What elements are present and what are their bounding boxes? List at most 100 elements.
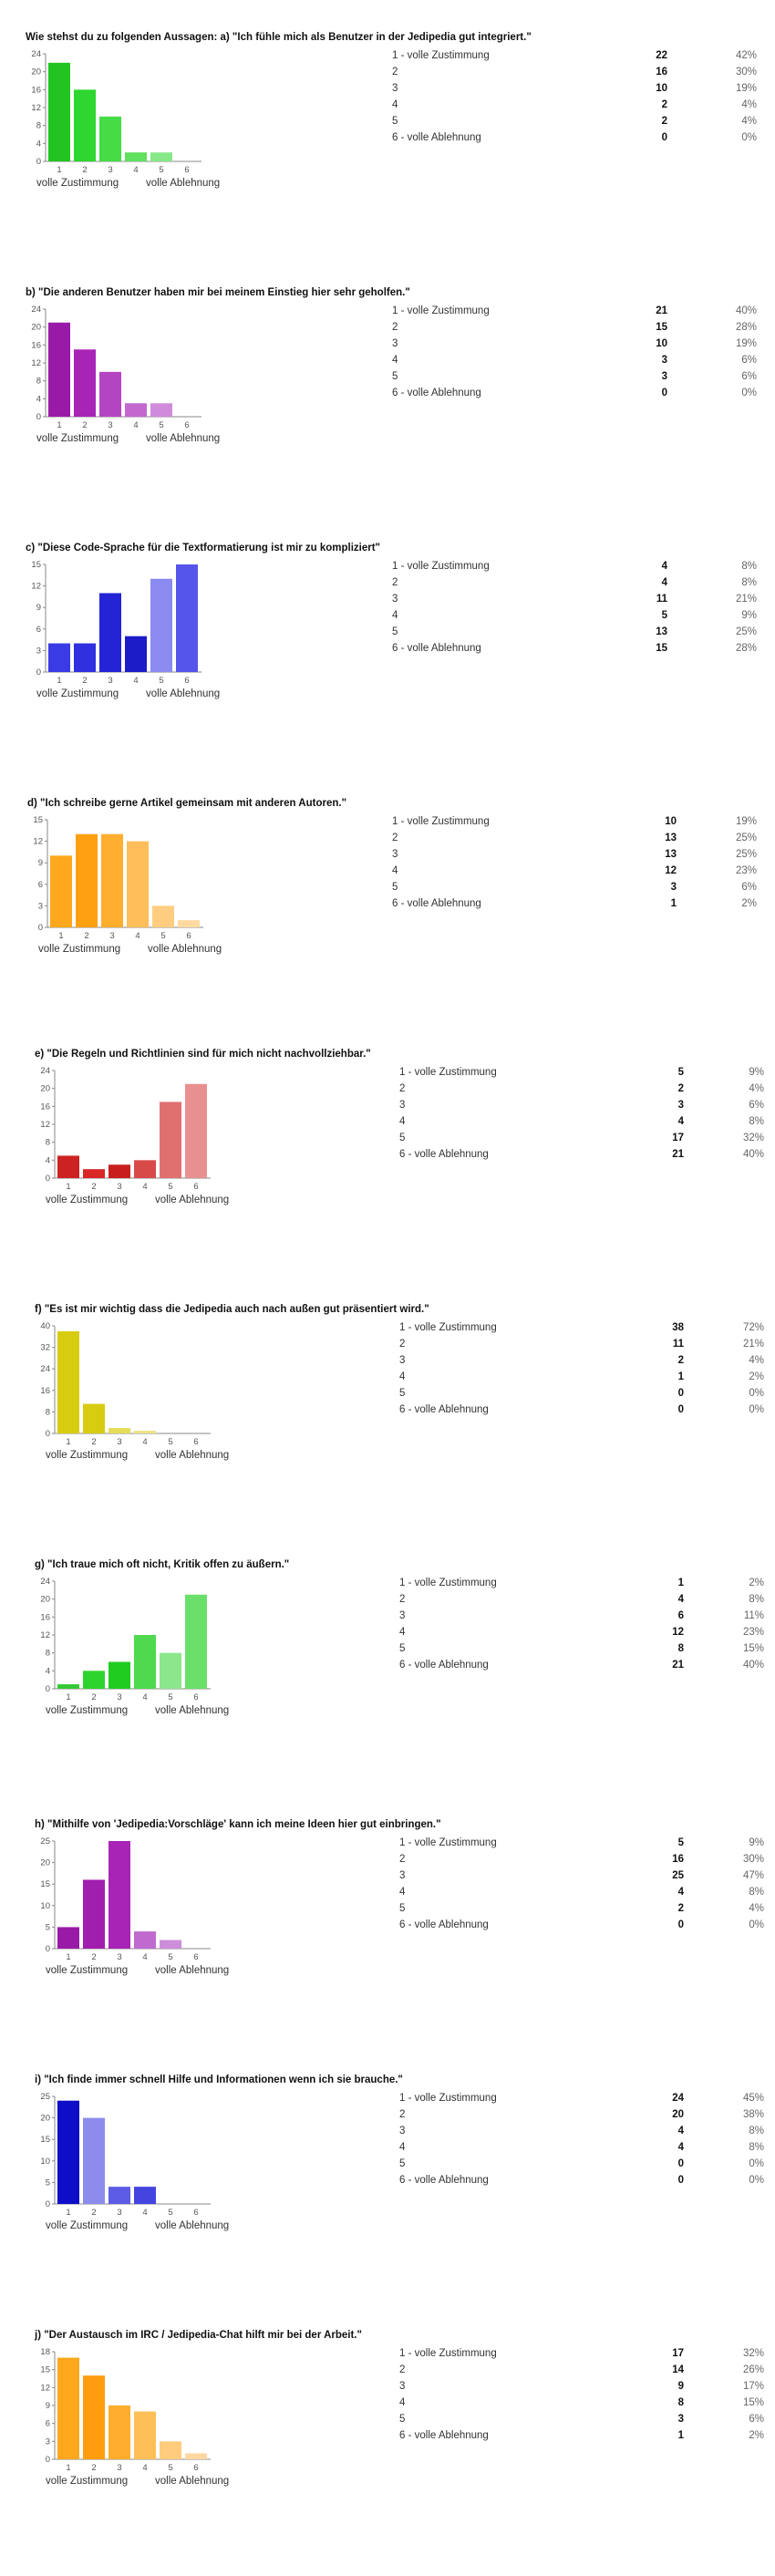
stats-row-label: 1 - volle Zustimmung [392, 50, 490, 61]
stats-row-count: 3 [661, 371, 667, 382]
stats-row-label: 3 [399, 1355, 406, 1366]
stats-row-count: 12 [672, 1627, 684, 1638]
x-tick-label: 1 [66, 1952, 70, 1962]
y-tick-label: 16 [31, 340, 41, 350]
y-tick-label: 15 [33, 815, 43, 825]
stats-row: 5 0 0% [399, 1388, 764, 1402]
stats-row: 1 - volle Zustimmung 5 9% [399, 1837, 764, 1852]
stats-row: 5 17 32% [399, 1133, 764, 1147]
stats-row-label: 2 [399, 1854, 406, 1865]
y-tick-label: 0 [36, 667, 41, 678]
stats-row-percent: 25% [735, 849, 757, 860]
question-block: d) "Ich schreibe gerne Artikel gemeinsam… [0, 798, 775, 1044]
stats-row-label: 2 [399, 2364, 406, 2375]
stats-row-label: 5 [392, 371, 398, 382]
bar-2 [74, 349, 96, 417]
bar-3 [108, 1841, 130, 1949]
stats-row-percent: 0% [741, 132, 757, 143]
y-tick-label: 9 [46, 2401, 50, 2411]
stats-row-count: 0 [677, 1404, 684, 1415]
bar-1 [57, 1330, 79, 1433]
stats-row-percent: 30% [742, 1854, 764, 1865]
stats-row-label: 3 [399, 1870, 406, 1881]
y-tick-label: 10 [40, 2157, 50, 2167]
question-block: j) "Der Austausch im IRC / Jedipedia-Cha… [0, 2330, 775, 2576]
stats-row: 1 - volle Zustimmung 24 45% [399, 2093, 764, 2107]
stats-row-label: 1 - volle Zustimmung [399, 2093, 497, 2104]
stats-row: 2 15 28% [392, 322, 757, 336]
stats-row-count: 14 [672, 2364, 684, 2375]
axis-right-label: volle Ablehnung [146, 178, 221, 189]
stats-row-count: 5 [677, 1837, 684, 1848]
stats-row-count: 16 [656, 67, 667, 78]
stats-row-label: 3 [392, 849, 398, 860]
bar-4 [134, 2411, 156, 2459]
stats-row-percent: 8% [741, 577, 757, 588]
stats-row-percent: 9% [741, 610, 757, 621]
stats-row: 4 4 8% [399, 1116, 764, 1131]
stats-row-label: 5 [399, 1388, 406, 1399]
stats-row-count: 3 [670, 882, 677, 893]
stats-row-count: 11 [672, 1339, 684, 1350]
y-tick-label: 12 [40, 2383, 50, 2393]
stats-row: 5 8 15% [399, 1643, 764, 1658]
stats-row-count: 2 [677, 1083, 684, 1094]
bar-6 [176, 564, 198, 672]
stats-row-label: 5 [399, 2414, 406, 2425]
stats-row-count: 22 [656, 50, 667, 61]
y-tick-label: 0 [46, 1429, 50, 1439]
axis-left-label: volle Zustimmung [46, 1450, 129, 1461]
axis-left-label: volle Zustimmung [36, 433, 119, 444]
x-tick-label: 4 [142, 1952, 147, 1962]
stats-row-percent: 4% [741, 116, 757, 127]
bar-1 [57, 1927, 79, 1949]
stats-row-label: 6 - volle Ablehnung [399, 2430, 489, 2441]
stats-row: 1 - volle Zustimmung 22 42% [392, 50, 757, 65]
y-tick-label: 12 [31, 103, 41, 113]
stats-row-label: 4 [392, 99, 398, 110]
stats-row-percent: 72% [742, 1322, 764, 1333]
stats-row-percent: 9% [749, 1837, 764, 1848]
bar-2 [83, 2117, 105, 2204]
axis-left-label: volle Zustimmung [46, 2220, 129, 2231]
y-tick-label: 0 [46, 2455, 50, 2465]
x-tick-label: 4 [142, 1437, 147, 1447]
stats-row-percent: 8% [749, 2126, 764, 2136]
y-tick-label: 15 [40, 2135, 50, 2145]
y-tick-label: 12 [31, 582, 41, 592]
stats-row-label: 1 - volle Zustimmung [392, 816, 490, 827]
bar-5 [160, 2441, 181, 2459]
stats-row: 2 20 38% [399, 2109, 764, 2124]
stats-row: 3 10 19% [392, 83, 757, 98]
stats-row-percent: 0% [749, 1404, 764, 1415]
bar-6 [185, 1594, 207, 1689]
stats-row: 1 - volle Zustimmung 5 9% [399, 1067, 764, 1081]
stats-row-label: 5 [399, 1133, 406, 1143]
y-tick-label: 20 [40, 1084, 50, 1094]
stats-row-count: 0 [661, 388, 667, 398]
x-tick-label: 5 [168, 2463, 172, 2473]
stats-row-label: 6 - volle Ablehnung [399, 1149, 489, 1160]
x-tick-label: 6 [193, 1437, 198, 1447]
stats-row-count: 21 [656, 305, 667, 316]
stats-row: 1 - volle Zustimmung 38 72% [399, 1322, 764, 1337]
stats-row-label: 5 [399, 1903, 406, 1914]
bar-2 [83, 1169, 105, 1178]
axis-right-label: volle Ablehnung [155, 2476, 230, 2487]
bar-3 [108, 1164, 130, 1178]
stats-row: 3 4 8% [399, 2126, 764, 2140]
x-tick-label: 4 [142, 1692, 147, 1702]
bar-3 [108, 1661, 130, 1689]
stats-row: 1 - volle Zustimmung 1 2% [399, 1578, 764, 1592]
x-tick-label: 4 [135, 931, 140, 941]
stats-row: 6 - volle Ablehnung 1 2% [399, 2430, 764, 2445]
stats-row-percent: 6% [749, 1100, 764, 1111]
stats-row-percent: 11% [743, 1610, 764, 1621]
stats-row-percent: 15% [742, 1643, 764, 1654]
stats-row: 3 11 21% [392, 594, 757, 608]
stats-row-percent: 40% [735, 305, 757, 316]
stats-row-percent: 0% [741, 388, 757, 398]
stats-row-count: 3 [677, 2414, 684, 2425]
